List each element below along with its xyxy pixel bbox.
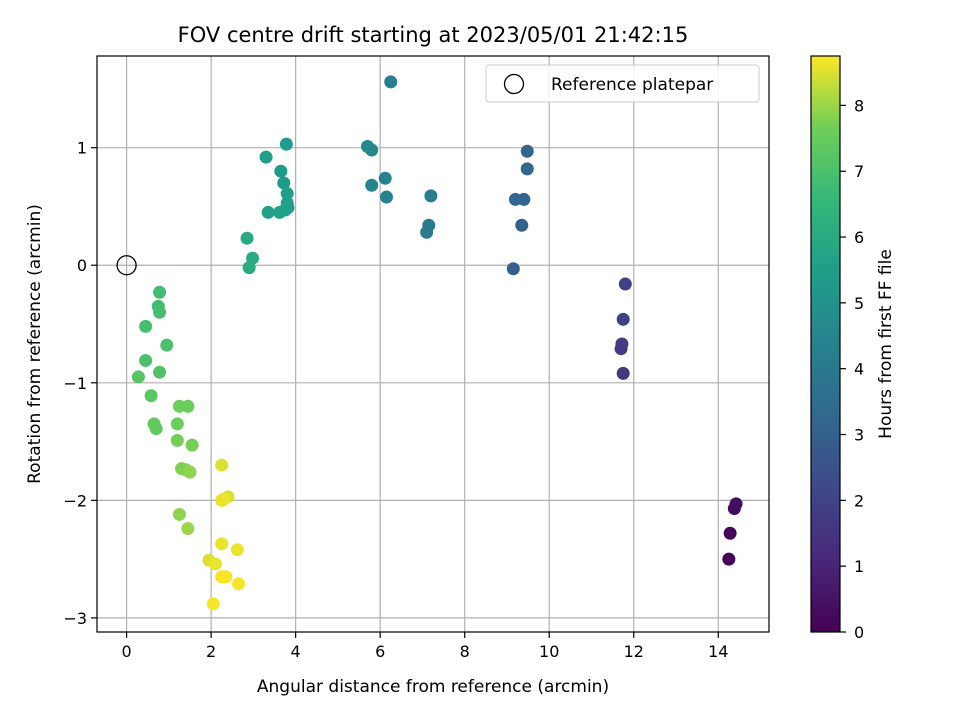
data-point <box>261 205 275 219</box>
data-point <box>277 176 291 190</box>
data-point <box>215 537 229 551</box>
x-axis-label: Angular distance from reference (arcmin) <box>257 677 609 697</box>
colorbar-tick-label: 8 <box>854 96 864 115</box>
data-point <box>615 337 629 351</box>
data-point <box>215 458 229 472</box>
data-point <box>208 557 222 571</box>
data-point <box>365 178 379 192</box>
data-point <box>185 438 199 452</box>
data-point <box>506 262 520 276</box>
data-point <box>729 497 743 511</box>
colorbar-tick-label: 4 <box>854 360 864 379</box>
colorbar-tick-label: 7 <box>854 162 864 181</box>
colorbar-tick-label: 0 <box>854 623 864 642</box>
data-point <box>517 192 531 206</box>
y-tick-label: 0 <box>77 256 87 275</box>
data-point <box>153 285 167 299</box>
colorbar-tick-label: 2 <box>854 491 864 510</box>
data-point <box>618 277 632 291</box>
x-tick-label: 8 <box>460 642 470 661</box>
data-point <box>172 507 186 521</box>
reference-circle <box>116 255 137 276</box>
data-point <box>217 492 231 506</box>
colorbar-tick-label: 1 <box>854 557 864 576</box>
data-point <box>183 465 197 479</box>
legend-reference-symbol <box>503 73 525 95</box>
data-point <box>279 137 293 151</box>
colorbar: 0 1 2 3 4 5 6 7 8 Hours from first FF file <box>810 55 896 642</box>
data-point <box>144 389 158 403</box>
plot-frame <box>96 55 770 633</box>
data-points <box>131 75 743 611</box>
data-point <box>242 261 256 275</box>
legend: Reference platepar <box>485 64 760 103</box>
legend-entry-reference: Reference platepar <box>551 75 713 95</box>
data-point <box>230 543 244 557</box>
data-point <box>520 162 534 176</box>
y-tick-label: 1 <box>77 139 87 158</box>
data-point <box>424 189 438 203</box>
legend-box <box>485 64 760 103</box>
reference-marker <box>116 255 137 276</box>
data-point <box>384 75 398 89</box>
x-tick-label: 0 <box>121 642 131 661</box>
data-point <box>616 366 630 380</box>
data-point <box>219 570 233 584</box>
data-point <box>365 143 379 157</box>
colorbar-gradient <box>811 56 840 632</box>
y-tick-label: −1 <box>63 374 87 393</box>
data-point <box>259 150 273 164</box>
y-axis-label: Rotation from reference (arcmin) <box>25 204 45 484</box>
colorbar-tick-label: 5 <box>854 294 864 313</box>
colorbar-tick-label: 3 <box>854 426 864 445</box>
x-tick-label: 12 <box>624 642 644 661</box>
y-tick-label: −3 <box>63 609 87 628</box>
y-tick-label: −2 <box>63 491 87 510</box>
data-point <box>422 218 436 232</box>
colorbar-ticks: 0 1 2 3 4 5 6 7 8 <box>840 96 864 642</box>
chart-title: FOV centre drift starting at 2023/05/01 … <box>178 23 689 47</box>
data-point <box>380 190 394 204</box>
data-point <box>722 552 736 566</box>
data-point <box>240 231 254 245</box>
colorbar-tick-label: 6 <box>854 228 864 247</box>
data-point <box>170 417 184 431</box>
data-point <box>131 370 145 384</box>
data-point <box>232 577 246 591</box>
x-tick-label: 14 <box>708 642 728 661</box>
data-point <box>149 422 163 436</box>
y-axis-ticks: −3 −2 −1 0 1 <box>63 139 97 628</box>
data-point <box>274 164 288 178</box>
data-point <box>273 205 287 219</box>
data-point <box>139 353 153 367</box>
data-point <box>181 399 195 413</box>
data-point <box>206 597 220 611</box>
x-tick-label: 2 <box>206 642 216 661</box>
data-point <box>153 365 167 379</box>
x-axis-ticks: 0 2 4 6 8 10 12 14 <box>121 632 728 661</box>
data-point <box>515 218 529 232</box>
data-point <box>723 526 737 540</box>
data-point <box>170 433 184 447</box>
data-point <box>378 171 392 185</box>
data-point <box>520 144 534 158</box>
data-point <box>616 312 630 326</box>
colorbar-label: Hours from first FF file <box>876 249 896 439</box>
colorbar-frame <box>810 55 841 633</box>
data-point <box>139 319 153 333</box>
data-point <box>153 305 167 319</box>
data-point <box>280 187 294 201</box>
x-tick-label: 6 <box>375 642 385 661</box>
data-point <box>160 338 174 352</box>
grid-lines <box>97 56 769 632</box>
x-tick-label: 10 <box>539 642 559 661</box>
x-tick-label: 4 <box>291 642 301 661</box>
data-point <box>181 522 195 536</box>
